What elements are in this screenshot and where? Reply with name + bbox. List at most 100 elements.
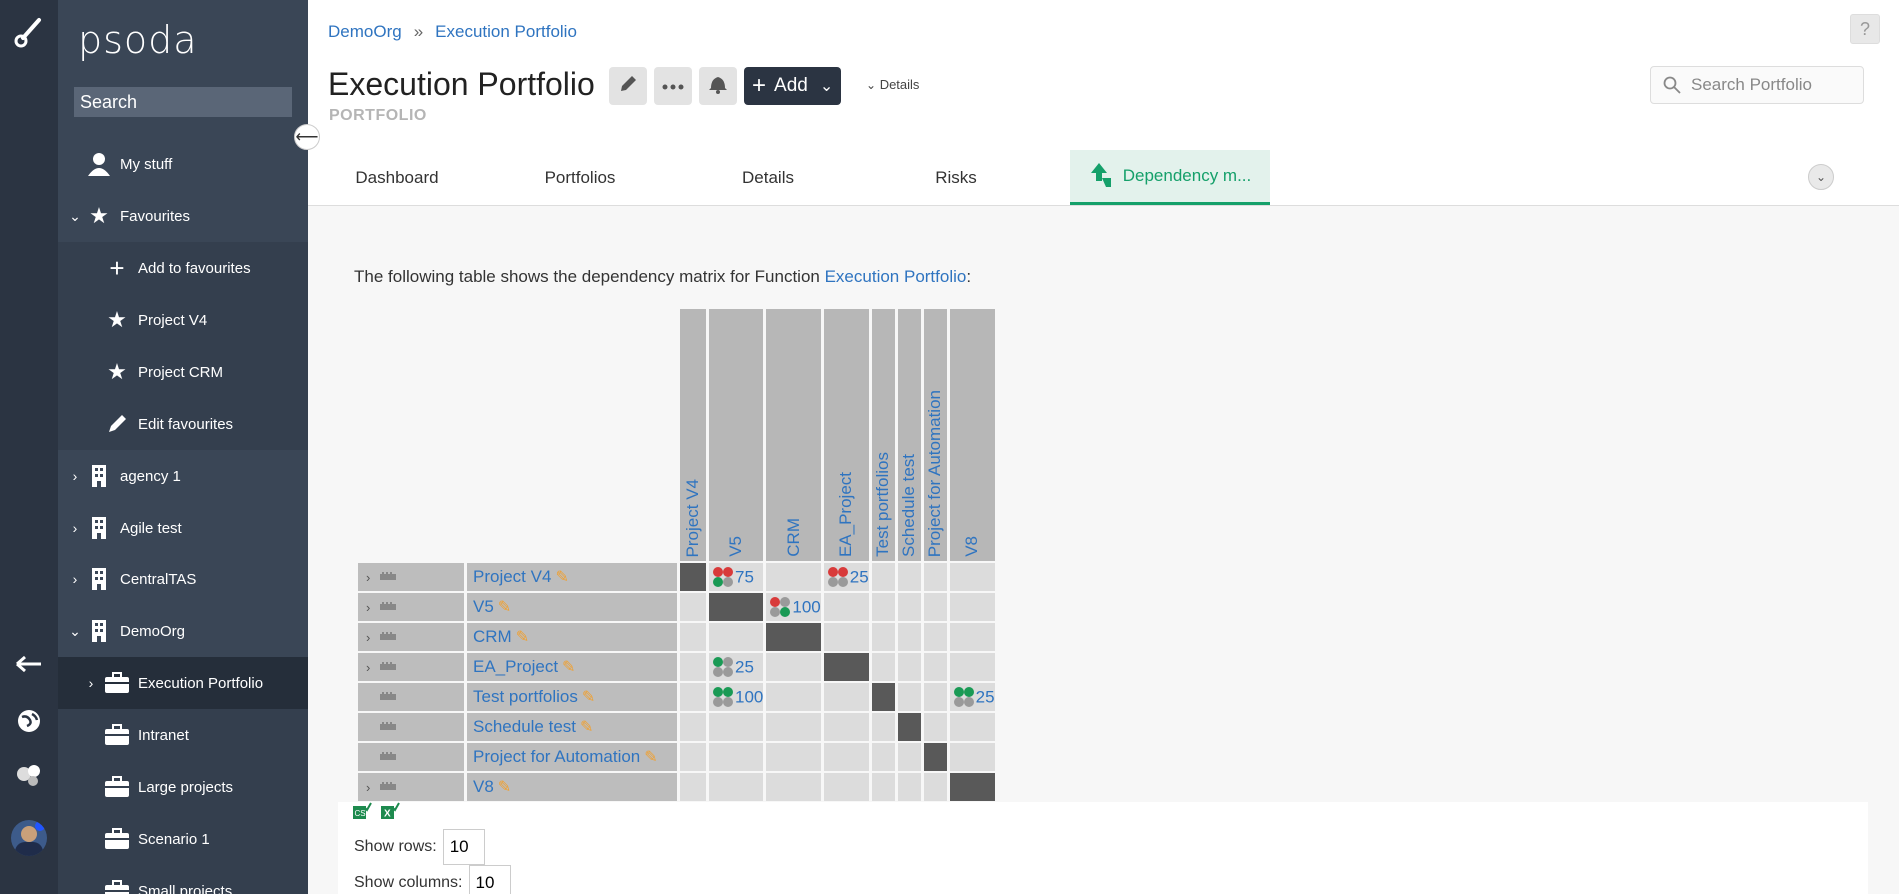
drag-handle-icon[interactable]	[380, 570, 396, 585]
user-avatar[interactable]	[0, 820, 58, 856]
chevron-right-icon[interactable]: ›	[72, 571, 78, 587]
sidebar-item-project-crm[interactable]: ★ Project CRM	[58, 346, 308, 398]
collapse-sidebar-button[interactable]: ⟵	[294, 124, 320, 150]
notifications-button[interactable]	[699, 67, 737, 105]
drag-handle-icon[interactable]	[380, 750, 396, 765]
matrix-row-link[interactable]: Test portfolios	[473, 687, 578, 706]
matrix-row-link[interactable]: EA_Project	[473, 657, 559, 676]
dependency-value[interactable]: 100	[792, 597, 821, 617]
matrix-row-link[interactable]: Schedule test	[473, 717, 577, 736]
show-columns-input[interactable]	[468, 865, 511, 894]
add-button[interactable]: + Add ⌄	[744, 67, 841, 105]
breadcrumb-link-demoorg[interactable]: DemoOrg	[328, 22, 402, 41]
sidebar-item-small-projects[interactable]: Small projects	[58, 865, 308, 894]
chevron-right-icon[interactable]: ›	[88, 675, 94, 691]
sidebar-item-intranet[interactable]: Intranet	[58, 709, 308, 761]
matrix-column-link[interactable]: V5	[726, 536, 746, 557]
dependency-value[interactable]: 25	[735, 657, 754, 677]
search-portfolio-input[interactable]: Search Portfolio	[1650, 66, 1864, 104]
matrix-dependency-cell[interactable]: 100	[709, 683, 764, 711]
edit-pencil-icon[interactable]: ✎	[555, 569, 569, 586]
status-dot	[713, 667, 723, 678]
chevron-right-icon[interactable]: ›	[72, 520, 78, 536]
sidebar-item-add-to-favourites[interactable]: + Add to favourites	[58, 242, 308, 294]
help-button[interactable]: ?	[1850, 14, 1880, 44]
expand-row-chevron-icon[interactable]: ›	[366, 779, 371, 795]
edit-pencil-icon[interactable]: ✎	[497, 779, 512, 796]
tab-dependency-matrix[interactable]: Dependency m...	[1070, 150, 1270, 205]
edit-button[interactable]	[609, 67, 647, 105]
dependency-value[interactable]: 25	[849, 567, 869, 587]
matrix-row-link[interactable]: Project V4	[473, 567, 552, 586]
edit-pencil-icon[interactable]: ✎	[644, 749, 658, 766]
sidebar-search-input[interactable]	[74, 87, 292, 117]
drag-handle-icon[interactable]	[380, 600, 396, 615]
sidebar-item-agile-test[interactable]: › Agile test	[58, 502, 308, 554]
sidebar-item-demoorg[interactable]: ⌄ DemoOrg	[58, 605, 308, 657]
more-options-button[interactable]	[654, 67, 692, 105]
expand-row-chevron-icon[interactable]: ›	[366, 629, 371, 645]
excel-export-icon[interactable]: X	[380, 802, 401, 824]
sidebar-item-scenario-1[interactable]: Scenario 1	[58, 813, 308, 865]
matrix-row-link[interactable]: V5	[473, 597, 494, 616]
matrix-column-link[interactable]: Project V4	[683, 478, 702, 557]
matrix-row-link[interactable]: Project for Automation	[473, 747, 641, 766]
expand-row-chevron-icon[interactable]: ›	[366, 659, 371, 675]
matrix-row-link[interactable]: V8	[473, 777, 494, 796]
drag-handle-icon[interactable]	[380, 690, 396, 705]
sidebar-item-edit-favourites[interactable]: Edit favourites	[58, 398, 308, 450]
matrix-column-link[interactable]: Schedule test	[899, 453, 919, 557]
sidebar-item-my-stuff[interactable]: My stuff	[58, 138, 308, 190]
edit-pencil-icon[interactable]: ✎	[497, 599, 512, 616]
dependency-value[interactable]: 100	[735, 687, 764, 707]
sidebar-item-centraltas[interactable]: › CentralTAS	[58, 553, 308, 605]
matrix-dependency-cell[interactable]: 100	[766, 593, 821, 621]
matrix-row-link[interactable]: CRM	[473, 627, 512, 646]
sidebar-item-agency-1[interactable]: › agency 1	[58, 450, 308, 502]
matrix-dependency-cell[interactable]: 25	[823, 563, 869, 591]
tab-details[interactable]: Details	[674, 150, 862, 205]
drag-handle-icon[interactable]	[380, 660, 396, 675]
tab-portfolios[interactable]: Portfolios	[486, 150, 674, 205]
edit-pencil-icon[interactable]: ✎	[581, 689, 596, 706]
matrix-column-link[interactable]: V8	[962, 536, 982, 557]
drag-handle-icon[interactable]	[380, 780, 396, 795]
sidebar-item-execution-portfolio[interactable]: › Execution Portfolio	[58, 657, 308, 709]
matrix-dependency-cell[interactable]: 25	[949, 683, 995, 711]
tab-dashboard[interactable]: Dashboard	[308, 150, 486, 205]
drag-handle-icon[interactable]	[380, 720, 396, 735]
matrix-column-link[interactable]: Test portfolios	[873, 452, 893, 557]
dependency-value[interactable]: 75	[735, 567, 754, 587]
sidebar-item-favourites[interactable]: ⌄ ★ Favourites	[58, 190, 308, 242]
edit-pencil-icon[interactable]: ✎	[562, 659, 576, 676]
app-logo[interactable]: psoda	[78, 18, 198, 62]
matrix-column-link[interactable]: Project for Automation	[925, 389, 945, 557]
dependency-value[interactable]: 25	[975, 687, 995, 707]
show-rows-input[interactable]	[442, 829, 485, 865]
chevron-down-icon[interactable]: ⌄	[69, 622, 81, 639]
groups-icon[interactable]	[0, 762, 58, 788]
expand-row-chevron-icon[interactable]: ›	[366, 569, 371, 585]
matrix-column-header: CRM	[766, 309, 821, 561]
tabs-more-button[interactable]: ⌄	[1808, 164, 1834, 190]
back-arrow-icon[interactable]	[0, 654, 58, 674]
breadcrumb-link-execution-portfolio[interactable]: Execution Portfolio	[435, 22, 577, 41]
edit-pencil-icon[interactable]: ✎	[580, 719, 594, 736]
chevron-right-icon[interactable]: ›	[72, 468, 78, 484]
tab-risks[interactable]: Risks	[862, 150, 1050, 205]
edit-pencil-icon[interactable]: ✎	[515, 629, 530, 646]
details-toggle[interactable]: ⌄ Details	[866, 77, 919, 92]
sidebar-item-project-v4[interactable]: ★ Project V4	[58, 294, 308, 346]
sidebar-item-large-projects[interactable]: Large projects	[58, 761, 308, 813]
globe-icon[interactable]	[0, 708, 58, 734]
intro-link-execution-portfolio[interactable]: Execution Portfolio	[824, 267, 967, 286]
matrix-dependency-cell[interactable]: 75	[709, 563, 764, 591]
expand-row-chevron-icon[interactable]: ›	[366, 599, 371, 615]
matrix-dependency-cell[interactable]: 25	[709, 653, 764, 681]
chevron-down-icon[interactable]: ⌄	[69, 207, 81, 224]
matrix-column-link[interactable]: CRM	[783, 518, 803, 557]
matrix-column-link[interactable]: EA_Project	[836, 471, 856, 557]
drag-handle-icon[interactable]	[380, 630, 396, 645]
psoda-logo-icon[interactable]	[0, 14, 58, 50]
csv-export-icon[interactable]: CSV	[352, 802, 372, 824]
